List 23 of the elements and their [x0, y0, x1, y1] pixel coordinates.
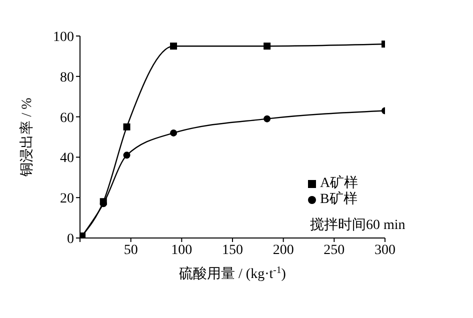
x-tick-label: 300 — [374, 242, 396, 258]
x-tick-label: 150 — [222, 242, 243, 258]
point — [264, 115, 271, 122]
legend-label: A矿样 — [320, 176, 358, 191]
legend-label: B矿样 — [320, 192, 358, 207]
y-tick-label: 80 — [60, 70, 74, 86]
point — [123, 152, 130, 159]
annotation: 搅拌时间60 min — [310, 216, 406, 234]
point — [264, 42, 271, 50]
x-tick-label: 250 — [324, 242, 345, 258]
x-tick-label: 200 — [272, 242, 294, 258]
x-tick-label: 100 — [171, 242, 192, 258]
y-tick-label: 20 — [60, 192, 74, 207]
point — [123, 123, 130, 130]
y-tick-label: 40 — [60, 151, 74, 166]
point — [170, 42, 178, 50]
x-axis-title: 硫酸用量 / (kg·t$^{-1}$) — [179, 264, 286, 282]
point — [170, 129, 178, 136]
y-tick-label: 60 — [60, 110, 74, 126]
y-tick-label: 100 — [53, 30, 74, 45]
y-axis-title: 铜浸出率 / % — [18, 97, 35, 178]
y-tick-label: 0 — [67, 232, 74, 247]
x-tick-label: 50 — [124, 242, 138, 258]
